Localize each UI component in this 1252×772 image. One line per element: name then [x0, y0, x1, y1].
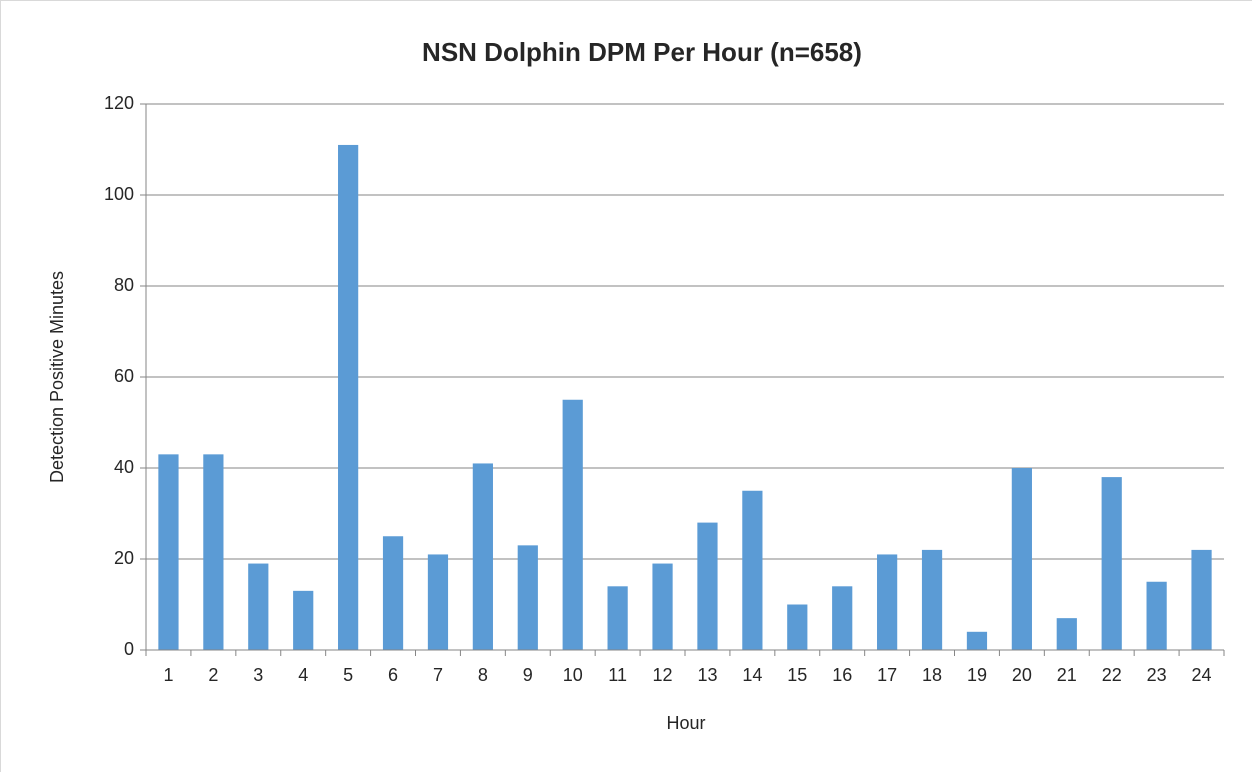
y-tick-label: 120 — [104, 93, 134, 113]
bar — [1011, 468, 1032, 650]
bar — [427, 554, 449, 650]
x-tick-label: 4 — [298, 665, 308, 685]
bar — [562, 399, 583, 650]
bar — [607, 586, 628, 650]
bar — [382, 536, 404, 650]
bar — [248, 563, 269, 650]
y-axis-label: Detection Positive Minutes — [47, 271, 67, 483]
y-tick-label: 20 — [114, 548, 134, 568]
bar — [338, 144, 359, 650]
y-tick-label: 0 — [124, 639, 134, 659]
chart-title: NSN Dolphin DPM Per Hour (n=658) — [422, 37, 862, 67]
y-tick-label: 100 — [104, 184, 134, 204]
bar — [652, 563, 673, 650]
x-tick-label: 12 — [653, 665, 673, 685]
bar — [293, 590, 314, 650]
bar — [158, 454, 179, 650]
bar — [697, 522, 718, 650]
bar — [966, 631, 988, 650]
y-tick-label: 40 — [114, 457, 134, 477]
x-tick-label: 1 — [163, 665, 173, 685]
y-tick-label: 80 — [114, 275, 134, 295]
x-tick-label: 15 — [787, 665, 807, 685]
x-tick-label: 16 — [832, 665, 852, 685]
x-tick-label: 10 — [563, 665, 583, 685]
bar — [1191, 549, 1212, 650]
x-tick-label: 3 — [253, 665, 263, 685]
x-tick-label: 6 — [388, 665, 398, 685]
bar — [787, 604, 808, 650]
x-tick-label: 19 — [967, 665, 987, 685]
bar — [203, 454, 224, 650]
bar — [832, 586, 853, 650]
x-tick-label: 21 — [1057, 665, 1077, 685]
bar — [877, 554, 898, 650]
x-tick-label: 24 — [1192, 665, 1212, 685]
x-tick-label: 13 — [697, 665, 717, 685]
bar — [1101, 477, 1122, 650]
bar — [1056, 618, 1077, 650]
x-tick-label: 5 — [343, 665, 353, 685]
x-axis-label: Hour — [666, 713, 705, 733]
x-tick-label: 8 — [478, 665, 488, 685]
x-tick-label: 23 — [1147, 665, 1167, 685]
bar — [517, 545, 538, 650]
bar — [921, 549, 943, 650]
x-tick-label: 18 — [922, 665, 942, 685]
x-tick-label: 22 — [1102, 665, 1122, 685]
x-tick-label: 2 — [208, 665, 218, 685]
x-tick-label: 9 — [523, 665, 533, 685]
bar — [472, 463, 493, 650]
bar — [1146, 581, 1167, 650]
x-tick-label: 17 — [877, 665, 897, 685]
x-tick-label: 7 — [433, 665, 443, 685]
y-tick-label: 60 — [114, 366, 134, 386]
x-tick-label: 11 — [608, 665, 627, 685]
x-tick-label: 14 — [742, 665, 762, 685]
x-tick-label: 20 — [1012, 665, 1032, 685]
bar — [742, 490, 763, 650]
